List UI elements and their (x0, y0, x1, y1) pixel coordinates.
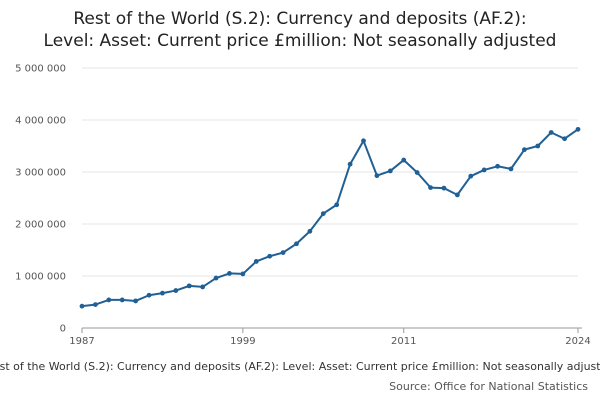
data-point[interactable] (240, 271, 246, 277)
data-point[interactable] (186, 283, 192, 289)
data-point[interactable] (280, 250, 286, 256)
data-point[interactable] (294, 241, 299, 247)
data-point[interactable] (481, 167, 487, 173)
chart-source: Source: Office for National Statistics (389, 380, 588, 393)
data-point[interactable] (468, 173, 474, 179)
data-point[interactable] (307, 228, 313, 234)
data-point[interactable] (441, 185, 447, 191)
data-point[interactable] (227, 271, 232, 276)
data-point[interactable] (387, 168, 393, 174)
x-tick-label: 2011 (391, 336, 416, 347)
series-line (81, 128, 579, 308)
data-point[interactable] (548, 130, 554, 135)
data-point[interactable] (361, 138, 366, 144)
data-point[interactable] (79, 303, 85, 309)
data-point[interactable] (374, 173, 380, 179)
data-point[interactable] (495, 163, 500, 169)
data-point[interactable] (562, 136, 567, 142)
data-point[interactable] (173, 288, 179, 293)
data-point[interactable] (106, 297, 112, 303)
chart-title-line: Level: Asset: Current price £million: No… (44, 31, 557, 51)
x-axis: 1987 1999 2011 2024 (69, 327, 591, 347)
data-point[interactable] (454, 192, 460, 198)
data-point[interactable] (334, 202, 340, 208)
y-tick-label: 3 000 000 (15, 168, 66, 179)
data-point[interactable] (521, 147, 527, 153)
data-point[interactable] (347, 161, 353, 167)
data-point[interactable] (200, 284, 206, 290)
chart-title: Rest of the World (S.2): Currency and de… (44, 9, 557, 51)
data-point[interactable] (213, 275, 219, 281)
data-point[interactable] (428, 185, 433, 191)
data-point[interactable] (253, 259, 259, 264)
y-tick-label: 2 000 000 (15, 220, 66, 231)
data-point[interactable] (267, 253, 273, 259)
chart-title-line: Rest of the World (S.2): Currency and de… (73, 9, 526, 29)
y-axis-ticks: 0 1 000 000 2 000 000 3 000 000 4 000 000 5 0… (15, 64, 66, 335)
series-line-path (81, 128, 579, 308)
y-tick-label: 5 000 000 (15, 64, 66, 75)
y-tick-label: 4 000 000 (15, 116, 66, 127)
y-tick-label: 1 000 000 (15, 272, 66, 283)
gridlines (82, 67, 578, 277)
data-point[interactable] (320, 211, 326, 217)
data-point[interactable] (535, 143, 541, 149)
data-point[interactable] (508, 166, 514, 172)
data-point[interactable] (160, 290, 165, 296)
data-point[interactable] (146, 292, 152, 298)
data-point[interactable] (575, 126, 581, 132)
x-tick-label: 2024 (565, 336, 590, 347)
chart-footer: Rest of the World (S.2): Currency and de… (0, 360, 600, 373)
data-point[interactable] (133, 298, 139, 304)
x-tick-label: 1987 (69, 336, 94, 347)
x-tick-label: 1999 (230, 336, 255, 347)
data-point[interactable] (414, 170, 420, 175)
data-points (79, 126, 581, 309)
y-tick-label: 0 (60, 324, 66, 335)
data-point[interactable] (119, 297, 125, 303)
data-point[interactable] (93, 302, 98, 307)
data-point[interactable] (401, 157, 407, 163)
